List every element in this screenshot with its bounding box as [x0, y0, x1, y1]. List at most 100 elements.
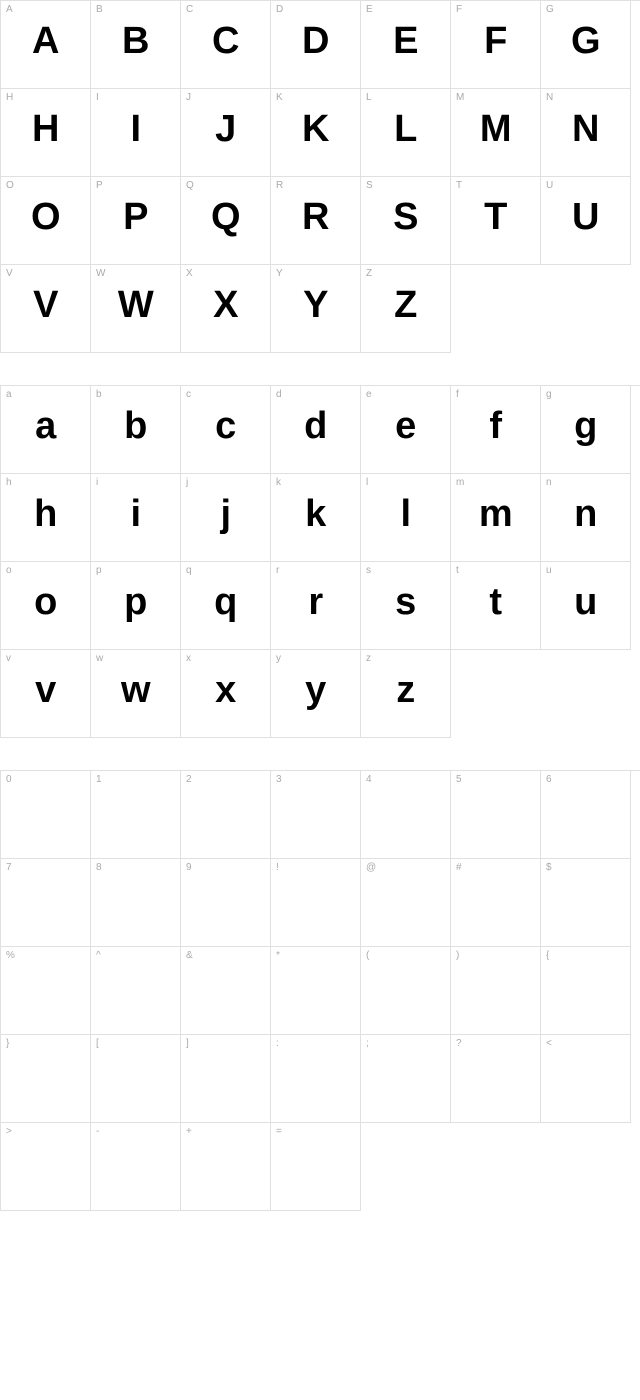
char-cell[interactable]: hh: [1, 474, 91, 562]
char-cell[interactable]: @: [361, 859, 451, 947]
char-cell[interactable]: DD: [271, 1, 361, 89]
char-cell[interactable]: kk: [271, 474, 361, 562]
char-cell-glyph: X: [213, 284, 238, 327]
char-cell[interactable]: ^: [91, 947, 181, 1035]
char-cell[interactable]: 4: [361, 771, 451, 859]
char-cell-glyph: J: [215, 108, 236, 151]
char-cell-glyph: d: [304, 405, 327, 448]
char-cell[interactable]: cc: [181, 386, 271, 474]
char-cell-glyph: z: [396, 669, 415, 712]
char-cell-empty: [361, 1123, 451, 1211]
char-cell[interactable]: #: [451, 859, 541, 947]
char-cell-glyph: l: [400, 493, 410, 536]
char-cell[interactable]: JJ: [181, 89, 271, 177]
char-cell[interactable]: qq: [181, 562, 271, 650]
char-cell[interactable]: {: [541, 947, 631, 1035]
char-cell[interactable]: KK: [271, 89, 361, 177]
char-cell[interactable]: UU: [541, 177, 631, 265]
char-cell[interactable]: :: [271, 1035, 361, 1123]
char-cell-glyph: h: [34, 493, 57, 536]
char-cell[interactable]: yy: [271, 650, 361, 738]
char-cell[interactable]: jj: [181, 474, 271, 562]
char-cell[interactable]: nn: [541, 474, 631, 562]
char-cell[interactable]: pp: [91, 562, 181, 650]
char-cell[interactable]: -: [91, 1123, 181, 1211]
char-cell[interactable]: VV: [1, 265, 91, 353]
char-cell[interactable]: zz: [361, 650, 451, 738]
char-cell[interactable]: ZZ: [361, 265, 451, 353]
char-cell[interactable]: [: [91, 1035, 181, 1123]
char-cell[interactable]: %: [1, 947, 91, 1035]
char-cell[interactable]: WW: [91, 265, 181, 353]
char-cell[interactable]: tt: [451, 562, 541, 650]
char-cell[interactable]: ll: [361, 474, 451, 562]
char-cell[interactable]: 1: [91, 771, 181, 859]
char-cell[interactable]: RR: [271, 177, 361, 265]
char-cell[interactable]: PP: [91, 177, 181, 265]
char-cell[interactable]: uu: [541, 562, 631, 650]
char-cell[interactable]: XX: [181, 265, 271, 353]
char-cell[interactable]: ?: [451, 1035, 541, 1123]
char-cell[interactable]: (: [361, 947, 451, 1035]
char-cell[interactable]: }: [1, 1035, 91, 1123]
char-cell[interactable]: HH: [1, 89, 91, 177]
char-cell[interactable]: =: [271, 1123, 361, 1211]
char-cell-label: c: [186, 389, 191, 400]
char-cell[interactable]: NN: [541, 89, 631, 177]
char-cell[interactable]: LL: [361, 89, 451, 177]
char-cell-label: Q: [186, 180, 194, 191]
char-cell[interactable]: AA: [1, 1, 91, 89]
char-cell[interactable]: !: [271, 859, 361, 947]
char-cell[interactable]: II: [91, 89, 181, 177]
char-cell[interactable]: OO: [1, 177, 91, 265]
char-cell[interactable]: ;: [361, 1035, 451, 1123]
char-cell[interactable]: oo: [1, 562, 91, 650]
char-cell-empty: [541, 650, 631, 738]
char-cell[interactable]: rr: [271, 562, 361, 650]
char-cell[interactable]: ff: [451, 386, 541, 474]
char-cell[interactable]: bb: [91, 386, 181, 474]
char-cell-label: 4: [366, 774, 372, 785]
char-cell[interactable]: ee: [361, 386, 451, 474]
char-cell[interactable]: >: [1, 1123, 91, 1211]
char-cell-label: ): [456, 950, 459, 961]
char-cell[interactable]: xx: [181, 650, 271, 738]
char-cell-label: L: [366, 92, 372, 103]
char-cell[interactable]: $: [541, 859, 631, 947]
char-cell[interactable]: CC: [181, 1, 271, 89]
char-cell[interactable]: MM: [451, 89, 541, 177]
char-cell[interactable]: YY: [271, 265, 361, 353]
char-cell[interactable]: 2: [181, 771, 271, 859]
char-cell[interactable]: TT: [451, 177, 541, 265]
char-cell[interactable]: aa: [1, 386, 91, 474]
char-cell[interactable]: *: [271, 947, 361, 1035]
char-cell[interactable]: BB: [91, 1, 181, 89]
char-cell[interactable]: ss: [361, 562, 451, 650]
char-cell[interactable]: gg: [541, 386, 631, 474]
char-cell[interactable]: &: [181, 947, 271, 1035]
char-cell[interactable]: QQ: [181, 177, 271, 265]
char-cell-label: h: [6, 477, 12, 488]
char-cell[interactable]: +: [181, 1123, 271, 1211]
char-cell[interactable]: EE: [361, 1, 451, 89]
char-cell[interactable]: 6: [541, 771, 631, 859]
char-cell[interactable]: ww: [91, 650, 181, 738]
char-cell[interactable]: 0: [1, 771, 91, 859]
char-cell[interactable]: 9: [181, 859, 271, 947]
char-cell[interactable]: 5: [451, 771, 541, 859]
char-cell[interactable]: dd: [271, 386, 361, 474]
char-cell-label: 0: [6, 774, 12, 785]
char-cell[interactable]: SS: [361, 177, 451, 265]
char-cell[interactable]: 3: [271, 771, 361, 859]
char-cell[interactable]: ): [451, 947, 541, 1035]
char-cell[interactable]: GG: [541, 1, 631, 89]
char-cell[interactable]: 8: [91, 859, 181, 947]
char-cell[interactable]: vv: [1, 650, 91, 738]
char-cell[interactable]: mm: [451, 474, 541, 562]
char-cell[interactable]: 7: [1, 859, 91, 947]
char-cell[interactable]: ]: [181, 1035, 271, 1123]
char-cell[interactable]: <: [541, 1035, 631, 1123]
char-cell-label: k: [276, 477, 281, 488]
char-cell[interactable]: FF: [451, 1, 541, 89]
char-cell[interactable]: ii: [91, 474, 181, 562]
